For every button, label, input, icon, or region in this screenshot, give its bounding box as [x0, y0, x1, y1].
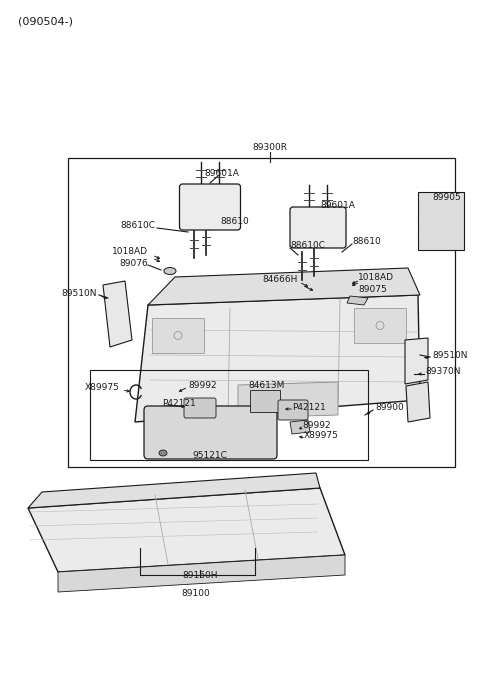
Polygon shape	[28, 473, 320, 508]
Text: 89510N: 89510N	[61, 289, 97, 298]
Text: 89992: 89992	[188, 380, 216, 389]
Ellipse shape	[159, 450, 167, 456]
Polygon shape	[148, 268, 420, 305]
Text: 88610C: 88610C	[120, 222, 155, 231]
Polygon shape	[28, 488, 345, 572]
Text: 89992: 89992	[302, 420, 331, 429]
FancyBboxPatch shape	[144, 406, 277, 459]
Bar	[152, 318, 204, 353]
Text: 89905: 89905	[432, 193, 461, 203]
Text: P42121: P42121	[292, 403, 326, 412]
Text: 89160H: 89160H	[182, 570, 218, 580]
Text: X89975: X89975	[304, 431, 339, 441]
Text: 89075: 89075	[358, 285, 387, 294]
Text: 89370N: 89370N	[425, 367, 460, 376]
FancyBboxPatch shape	[278, 400, 308, 420]
Polygon shape	[290, 420, 310, 434]
Bar	[68, 158, 455, 467]
Text: 88610: 88610	[352, 237, 381, 247]
Text: 1018AD: 1018AD	[358, 273, 394, 283]
Bar	[250, 390, 280, 412]
Polygon shape	[405, 338, 428, 384]
Text: 88610: 88610	[220, 218, 249, 226]
Text: 1018AD: 1018AD	[112, 247, 148, 256]
Bar	[418, 192, 464, 250]
Text: P42121: P42121	[162, 399, 196, 407]
Polygon shape	[347, 296, 368, 305]
FancyBboxPatch shape	[290, 207, 346, 248]
Text: 89076: 89076	[119, 258, 148, 268]
Text: 89900: 89900	[375, 403, 404, 412]
Polygon shape	[58, 555, 345, 592]
FancyBboxPatch shape	[180, 184, 240, 230]
Polygon shape	[103, 281, 132, 347]
Polygon shape	[135, 295, 420, 422]
Polygon shape	[406, 382, 430, 422]
Text: 88610C: 88610C	[290, 241, 325, 250]
Text: 89300R: 89300R	[252, 144, 288, 153]
Text: X89975: X89975	[85, 384, 120, 393]
Polygon shape	[238, 382, 338, 418]
Text: 95121C: 95121C	[192, 450, 228, 460]
Text: 89601A: 89601A	[320, 201, 355, 210]
Text: 84666H: 84666H	[263, 275, 298, 285]
Text: (090504-): (090504-)	[18, 16, 73, 26]
Text: 89510N: 89510N	[432, 351, 468, 359]
Bar	[90, 370, 368, 460]
Text: 89601A: 89601A	[204, 170, 240, 178]
Text: 84613M: 84613M	[248, 380, 284, 389]
Ellipse shape	[164, 268, 176, 275]
Text: 89100: 89100	[181, 589, 210, 597]
Bar	[354, 308, 406, 343]
FancyBboxPatch shape	[184, 398, 216, 418]
